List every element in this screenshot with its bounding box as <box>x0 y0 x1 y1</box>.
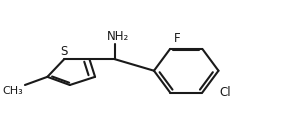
Text: CH₃: CH₃ <box>3 86 23 96</box>
Text: NH₂: NH₂ <box>106 30 129 43</box>
Text: S: S <box>61 45 68 58</box>
Text: F: F <box>174 32 180 45</box>
Text: Cl: Cl <box>219 86 231 99</box>
